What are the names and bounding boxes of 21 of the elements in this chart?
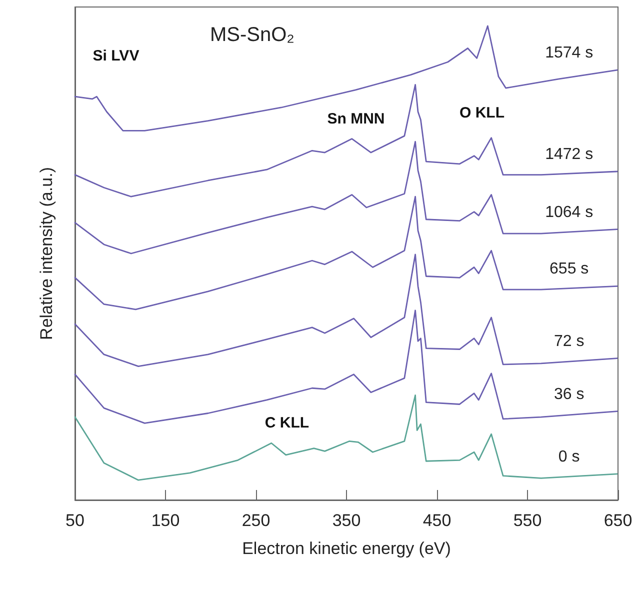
series-label: 1574 s: [545, 44, 594, 62]
series-label: 0 s: [558, 448, 580, 466]
x-tick-label: 350: [332, 511, 361, 530]
annotation: C KLL: [264, 414, 310, 432]
series-label: 36 s: [554, 386, 584, 403]
series-label: 72 s: [554, 332, 584, 350]
chart-title: MS-SnO₂: [210, 24, 294, 46]
x-tick-label: 550: [513, 511, 542, 530]
annotation: O KLL: [460, 104, 504, 122]
annotation: Si LVV: [92, 48, 140, 64]
x-tick-label: 50: [66, 511, 84, 530]
x-tick-label: 650: [604, 511, 632, 530]
series-label: 1472 s: [545, 146, 594, 163]
series-label: 1064 s: [545, 204, 594, 221]
series-label: 655 s: [550, 260, 589, 278]
x-tick-label: 250: [242, 511, 270, 530]
annotation: Sn MNN: [327, 110, 385, 128]
y-axis-title: Relative intensity (a.u.): [37, 167, 56, 340]
x-tick-label: 150: [151, 511, 180, 530]
x-tick-label: 450: [422, 511, 452, 530]
x-axis-title: Electron kinetic energy (eV): [242, 539, 451, 558]
